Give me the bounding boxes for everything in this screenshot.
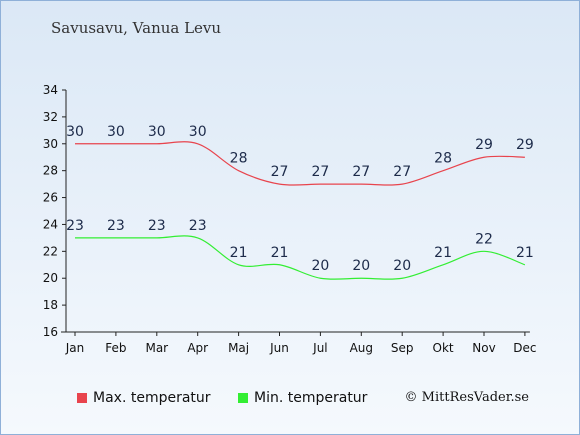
x-tick-label: Maj — [228, 341, 249, 355]
x-tick-label: Apr — [187, 341, 208, 355]
data-label-max: 27 — [271, 164, 289, 180]
data-label-min: 22 — [475, 231, 493, 247]
data-label-max: 30 — [107, 124, 125, 140]
y-tick-label: 28 — [43, 164, 58, 178]
y-tick-label: 20 — [43, 271, 58, 285]
data-label-min: 21 — [434, 245, 452, 261]
legend-item-min: Min. temperatur — [238, 390, 367, 406]
data-label-max: 29 — [516, 137, 534, 153]
legend-label-min: Min. temperatur — [254, 390, 368, 406]
series-line-max — [74, 141, 525, 186]
x-tick-label: Feb — [105, 341, 126, 355]
data-label-max: 28 — [230, 151, 248, 167]
data-label-max: 29 — [475, 137, 493, 153]
x-tick-label: Jun — [269, 341, 289, 355]
data-label-min: 23 — [107, 218, 125, 234]
data-label-min: 21 — [230, 245, 248, 261]
y-tick-label: 16 — [43, 325, 58, 339]
data-label-max: 27 — [393, 164, 411, 180]
y-tick-label: 26 — [43, 191, 58, 205]
chart-title: Savusavu, Vanua Levu — [51, 19, 222, 37]
data-label-min: 23 — [66, 218, 84, 234]
data-label-min: 20 — [393, 258, 411, 274]
x-tick-label: Aug — [350, 341, 373, 355]
data-label-max: 30 — [189, 124, 207, 140]
y-tick-label: 22 — [43, 244, 58, 258]
copyright-notice: © MittResVader.se — [404, 390, 529, 405]
data-label-max: 27 — [352, 164, 370, 180]
legend-item-max: Max. temperatur — [77, 390, 211, 406]
data-label-min: 23 — [148, 218, 166, 234]
y-tick-label: 30 — [43, 137, 58, 151]
x-tick-label: Jul — [312, 341, 327, 355]
y-tick-label: 32 — [43, 110, 58, 124]
series-line-min — [74, 235, 526, 280]
legend-swatch-max — [77, 393, 87, 403]
data-label-min: 20 — [311, 258, 329, 274]
data-label-max: 30 — [66, 124, 84, 140]
y-tick-label: 24 — [43, 217, 58, 231]
data-label-min: 20 — [352, 258, 370, 274]
x-tick-label: Sep — [391, 341, 414, 355]
data-label-max: 28 — [434, 151, 452, 167]
x-tick-label: Mar — [145, 341, 168, 355]
x-tick-label: Jan — [65, 341, 85, 355]
data-label-min: 21 — [516, 245, 534, 261]
x-tick-label: Okt — [433, 341, 454, 355]
y-tick-label: 18 — [43, 298, 58, 312]
data-label-min: 21 — [271, 245, 289, 261]
legend-label-max: Max. temperatur — [93, 390, 211, 406]
y-tick-label: 34 — [43, 83, 58, 97]
x-tick-label: Dec — [513, 341, 536, 355]
legend-swatch-min — [238, 393, 248, 403]
data-label-max: 30 — [148, 124, 166, 140]
data-label-max: 27 — [311, 164, 329, 180]
x-tick-label: Nov — [472, 341, 495, 355]
data-label-min: 23 — [189, 218, 207, 234]
